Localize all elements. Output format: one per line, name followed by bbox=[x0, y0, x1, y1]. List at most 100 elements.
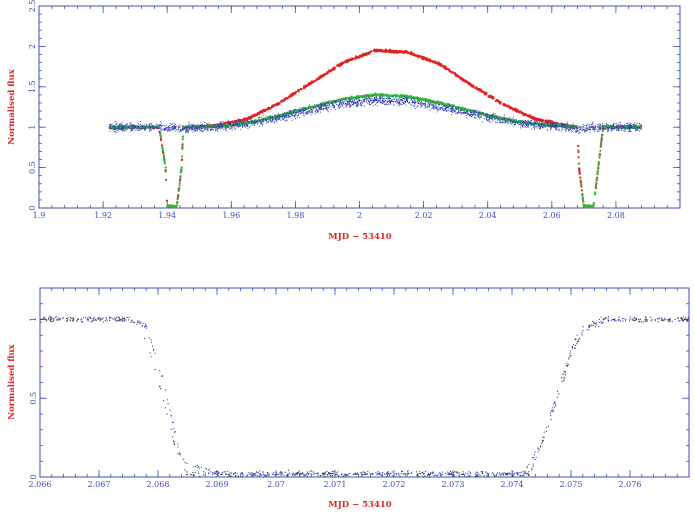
top-data-point bbox=[422, 104, 424, 106]
top-data-point bbox=[546, 122, 548, 124]
top-data-point bbox=[480, 113, 482, 115]
top-data-point bbox=[377, 98, 379, 100]
top-data-point bbox=[181, 138, 184, 141]
top-data-point bbox=[307, 112, 309, 115]
top-data-point bbox=[297, 113, 299, 115]
top-data-point bbox=[210, 125, 212, 127]
top-data-point bbox=[405, 101, 407, 103]
top-data-point bbox=[470, 83, 473, 86]
top-data-point bbox=[586, 123, 588, 125]
top-data-point bbox=[139, 120, 141, 122]
top-data-point bbox=[302, 106, 305, 109]
top-data-point bbox=[267, 107, 270, 110]
top-data-point bbox=[452, 109, 454, 111]
top-data-point bbox=[231, 125, 234, 127]
top-data-point bbox=[560, 130, 562, 132]
top-data-point bbox=[359, 102, 361, 104]
top-data-point bbox=[480, 115, 482, 117]
top-data-point bbox=[200, 127, 202, 129]
top-data-point bbox=[244, 121, 246, 123]
top-data-point bbox=[620, 124, 622, 126]
top-data-point bbox=[419, 105, 421, 107]
top-data-point bbox=[400, 103, 402, 105]
top-data-point bbox=[335, 109, 337, 111]
top-data-point bbox=[313, 107, 315, 109]
top-data-point bbox=[395, 97, 397, 99]
top-data-point bbox=[309, 105, 312, 108]
top-data-point bbox=[597, 162, 600, 166]
top-series-1 bbox=[108, 92, 643, 209]
top-data-point bbox=[492, 120, 494, 122]
top-data-point bbox=[248, 121, 250, 123]
top-data-point bbox=[625, 130, 627, 132]
top-data-point bbox=[310, 113, 312, 116]
top-data-point bbox=[385, 103, 387, 105]
top-data-point bbox=[638, 130, 640, 132]
top-data-point bbox=[314, 110, 316, 113]
top-data-point bbox=[581, 197, 584, 200]
top-data-point bbox=[353, 103, 355, 105]
top-data-point bbox=[575, 131, 577, 133]
top-data-point bbox=[573, 125, 575, 127]
top-data-point bbox=[534, 117, 537, 120]
top-data-point bbox=[582, 123, 584, 126]
top-data-point bbox=[285, 120, 287, 122]
top-data-point bbox=[355, 103, 357, 105]
top-y-tick-label: 0 bbox=[28, 205, 37, 210]
top-data-point bbox=[313, 106, 315, 108]
top-data-point bbox=[475, 109, 477, 111]
top-data-point bbox=[608, 127, 610, 129]
top-data-point bbox=[354, 101, 356, 103]
top-data-point bbox=[204, 121, 206, 124]
top-data-point bbox=[398, 95, 401, 99]
top-ticks bbox=[38, 5, 681, 209]
top-data-point bbox=[238, 123, 240, 125]
top-data-point bbox=[280, 100, 283, 103]
top-data-point bbox=[549, 120, 552, 123]
top-data-point bbox=[374, 103, 377, 105]
top-data-point bbox=[216, 127, 219, 129]
top-data-point bbox=[579, 127, 582, 129]
top-data-point bbox=[394, 93, 397, 97]
top-x-tick-label: 1.9 bbox=[33, 211, 46, 220]
top-data-point bbox=[543, 125, 545, 127]
top-data-point bbox=[316, 106, 318, 108]
top-data-point bbox=[438, 64, 441, 67]
top-data-point bbox=[460, 78, 463, 81]
top-data-point bbox=[169, 124, 171, 127]
top-data-point bbox=[173, 123, 175, 125]
top-data-point bbox=[237, 126, 239, 128]
top-data-point bbox=[359, 94, 362, 98]
top-data-point bbox=[472, 113, 475, 115]
top-data-point bbox=[263, 120, 265, 122]
top-data-point bbox=[577, 127, 579, 129]
top-data-point bbox=[494, 113, 496, 115]
top-data-point bbox=[553, 122, 555, 124]
top-data-point bbox=[305, 84, 308, 87]
top-data-point bbox=[533, 127, 535, 129]
top-data-point bbox=[605, 123, 607, 125]
top-data-point bbox=[178, 179, 182, 182]
top-data-point bbox=[278, 118, 280, 120]
top-data-point bbox=[308, 105, 310, 107]
top-data-point bbox=[578, 167, 581, 170]
top-data-point bbox=[576, 131, 579, 133]
top-data-point bbox=[367, 99, 369, 101]
top-data-point bbox=[488, 95, 491, 98]
top-data-point bbox=[115, 121, 117, 123]
top-data-point bbox=[579, 125, 581, 127]
top-data-point bbox=[518, 110, 521, 114]
top-data-point bbox=[159, 131, 161, 133]
top-data-point bbox=[145, 128, 147, 130]
top-data-point bbox=[169, 205, 172, 208]
top-x-tick-label: 2.06 bbox=[543, 211, 561, 220]
top-data-point bbox=[558, 128, 560, 130]
top-data-point bbox=[597, 160, 601, 164]
top-data-point bbox=[503, 121, 505, 123]
top-data-point bbox=[221, 121, 223, 123]
top-data-point bbox=[550, 126, 552, 128]
top-data-point bbox=[634, 124, 636, 126]
top-data-point bbox=[171, 123, 173, 125]
top-data-point bbox=[355, 104, 357, 107]
